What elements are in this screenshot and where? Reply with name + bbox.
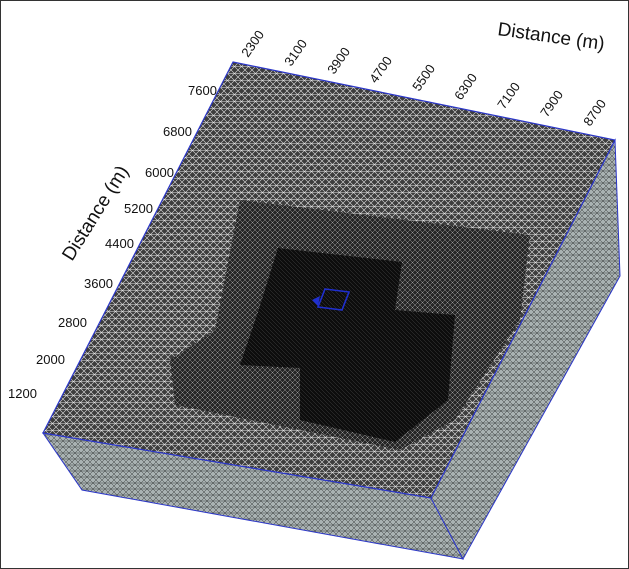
left-tick: 4400 — [105, 236, 134, 251]
left-tick: 3600 — [84, 276, 113, 291]
top-tick: 2300 — [238, 27, 267, 59]
left-axis-ticks: 7600 6800 6000 5200 4400 3600 2800 2000 … — [8, 83, 217, 401]
left-tick: 7600 — [188, 83, 217, 98]
top-tick: 6300 — [451, 70, 480, 102]
top-tick: 4700 — [366, 53, 395, 85]
top-tick: 3100 — [281, 36, 310, 68]
left-tick: 2000 — [36, 352, 65, 367]
left-tick: 6800 — [163, 124, 192, 139]
target-box — [316, 288, 351, 311]
left-tick: 5200 — [124, 201, 153, 216]
left-tick: 2800 — [58, 315, 87, 330]
top-axis-title: Distance (m) — [496, 19, 606, 55]
top-tick: 7900 — [537, 87, 566, 119]
left-tick: 1200 — [8, 386, 37, 401]
top-tick: 5500 — [409, 61, 438, 93]
top-tick: 8700 — [580, 96, 609, 128]
top-tick: 7100 — [494, 79, 523, 111]
mesh-dense-core — [240, 248, 455, 442]
top-tick: 3900 — [324, 44, 353, 76]
left-tick: 6000 — [145, 165, 174, 180]
target-marker — [312, 296, 320, 306]
